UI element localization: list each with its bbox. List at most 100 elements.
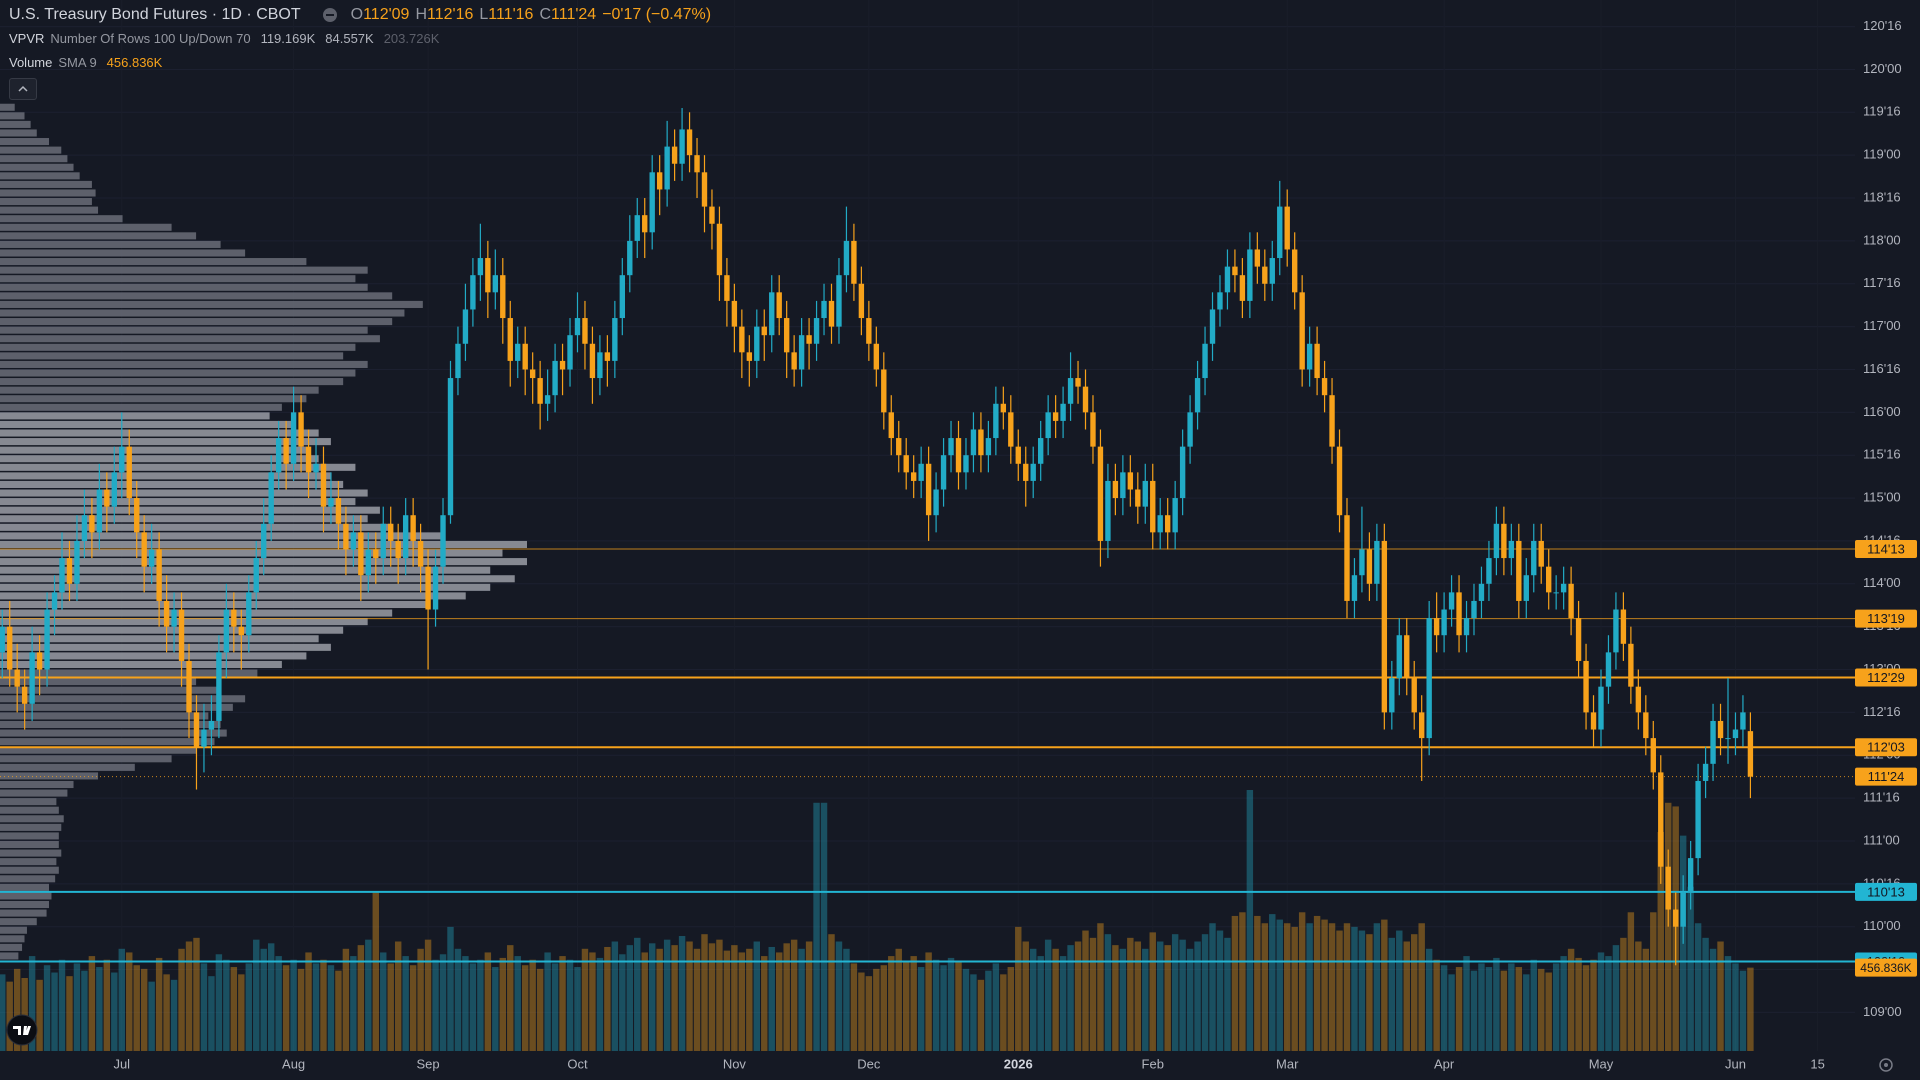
volume-bar (1284, 923, 1291, 1051)
settings-icon[interactable] (1879, 1058, 1893, 1072)
volume-bar (813, 802, 820, 1051)
candle-body (679, 129, 685, 164)
volume-bar (835, 941, 843, 1051)
y-tick-label: 109'00 (1863, 1004, 1902, 1019)
volume-bar (1254, 915, 1261, 1051)
candle-body (1015, 446, 1021, 464)
volume-bar (1724, 956, 1732, 1051)
candle-body (821, 300, 827, 319)
volume-bar (312, 963, 320, 1051)
profile-row (0, 875, 56, 883)
candle-body (350, 532, 357, 550)
volume-bar (305, 952, 312, 1051)
volume-bar (1605, 956, 1612, 1051)
candle-body (104, 489, 110, 507)
candle-body (66, 558, 73, 584)
price-level-label: 112'03 (1867, 740, 1905, 755)
candle-body (96, 489, 103, 533)
candle-body (402, 515, 409, 559)
volume-bar (843, 948, 850, 1051)
current-price-label: 111'24 (1868, 769, 1905, 784)
profile-row (0, 755, 172, 763)
profile-row (0, 240, 221, 248)
candle-body (380, 523, 386, 559)
volume-bar (28, 956, 36, 1051)
logo[interactable] (6, 1014, 38, 1046)
candle-body (1658, 772, 1664, 867)
y-tick-label: 110'00 (1863, 918, 1901, 933)
volume-bar (880, 965, 888, 1051)
volume-bar (828, 934, 835, 1051)
candle-body (163, 600, 170, 627)
volume-bar (73, 963, 81, 1051)
candle-body (1254, 249, 1261, 267)
candle-body (1321, 378, 1328, 396)
volume-bar (1037, 956, 1044, 1051)
candle-body (1605, 652, 1612, 687)
candle-body (791, 352, 797, 370)
profile-row (0, 155, 68, 163)
profile-row (0, 335, 380, 343)
volume-bar (1119, 948, 1127, 1051)
profile-row (0, 395, 307, 403)
candle-body (455, 343, 461, 379)
volume-bar (402, 956, 409, 1051)
volume-bar (1179, 939, 1186, 1051)
candle-body (1060, 403, 1066, 421)
volume-bar (260, 948, 267, 1051)
candle-body (1090, 412, 1096, 447)
volume-bar (133, 965, 140, 1051)
candle-body (910, 472, 917, 481)
volume-bar (417, 948, 424, 1051)
candle-body (1404, 635, 1410, 679)
visibility-icon[interactable] (322, 8, 337, 22)
volume-bar (170, 979, 178, 1051)
candle-body (1269, 258, 1275, 284)
profile-row (0, 215, 123, 223)
profile-row (0, 832, 59, 840)
candle-body (649, 172, 655, 233)
candle-body (171, 609, 177, 627)
candle-body (1329, 395, 1335, 447)
profile-row (0, 198, 92, 206)
volume-bar (544, 952, 551, 1051)
profile-row (0, 309, 405, 317)
candle-body (29, 652, 35, 704)
candle-body (716, 223, 723, 276)
candle-body (268, 472, 274, 524)
candle-body (417, 540, 424, 567)
y-tick-label: 118'00 (1863, 232, 1901, 247)
candle-body (1553, 592, 1559, 594)
candle-body (1411, 678, 1417, 713)
candle-body (866, 318, 872, 344)
candle-body (515, 343, 521, 361)
candle-body (223, 609, 230, 653)
volume-bar (604, 946, 611, 1051)
candle-body (261, 523, 267, 559)
volume-bar (103, 959, 111, 1051)
candle-body (1546, 566, 1552, 593)
candle-body (813, 318, 820, 344)
volume-bar (1246, 790, 1254, 1051)
volume-bar (1657, 831, 1664, 1051)
price-level-badge (1855, 609, 1917, 628)
candle-body (186, 660, 192, 713)
volume-bar (178, 948, 185, 1051)
candle-body (51, 592, 58, 610)
candle-body (828, 300, 835, 327)
volume-bar (1022, 941, 1029, 1051)
volume-bar (1418, 923, 1425, 1051)
ohlc-value: 112'16 (427, 6, 474, 23)
profile-row (0, 378, 344, 386)
candle-body (843, 240, 850, 276)
x-tick-label: May (1589, 1056, 1614, 1071)
volume-bar (335, 970, 342, 1051)
candle-body (1127, 472, 1134, 490)
volume-bar (6, 981, 13, 1051)
candle-body (918, 463, 924, 481)
volume-bar (1552, 963, 1560, 1051)
collapse-legend-button[interactable] (9, 78, 37, 100)
volume-bar (985, 970, 992, 1051)
